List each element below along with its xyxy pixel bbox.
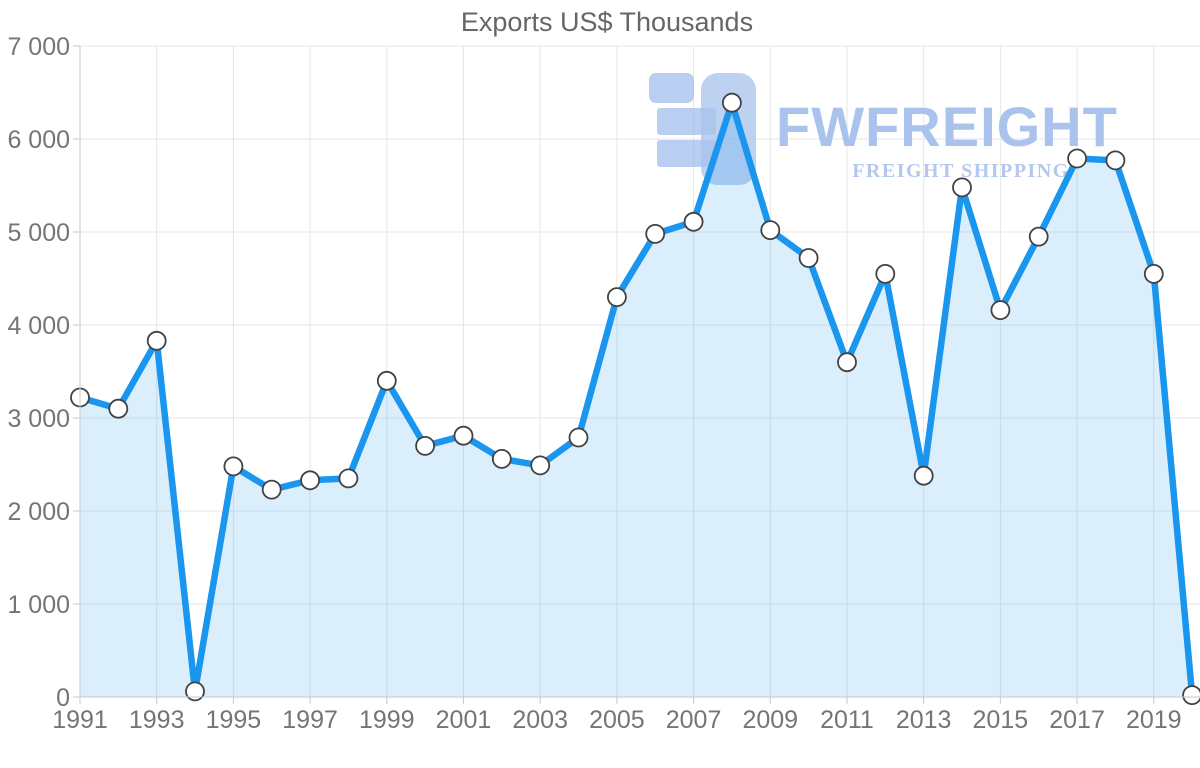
data-point-1998[interactable]	[338, 468, 359, 489]
data-point-2014[interactable]	[952, 177, 972, 198]
axes-layer	[73, 45, 1200, 704]
x-tick-label-2015: 2015	[973, 706, 1029, 734]
x-tick-label-2011: 2011	[820, 706, 874, 734]
data-point-2010[interactable]	[798, 248, 819, 268]
data-point-2018[interactable]	[1105, 150, 1126, 171]
data-point-2005[interactable]	[607, 287, 627, 308]
data-point-2004[interactable]	[568, 427, 589, 448]
y-tick-label-4000: 4 000	[7, 312, 70, 340]
data-point-2020[interactable]	[1182, 685, 1200, 705]
data-point-2011[interactable]	[837, 352, 857, 373]
data-point-1992[interactable]	[108, 398, 129, 419]
y-tick-label-1000: 1 000	[7, 591, 70, 619]
y-tick-label-2000: 2 000	[7, 498, 70, 526]
x-tick-label-2007: 2007	[666, 706, 722, 734]
data-point-2001[interactable]	[453, 425, 474, 446]
data-point-2002[interactable]	[491, 448, 512, 469]
data-point-1994[interactable]	[185, 681, 205, 702]
x-tick-label-1995: 1995	[206, 706, 262, 734]
data-point-2017[interactable]	[1067, 148, 1087, 169]
area-fill	[80, 102, 1193, 697]
data-point-2013[interactable]	[913, 465, 934, 486]
watermark-tagline-text: FREIGHT SHIPPING	[852, 160, 1070, 182]
data-point-2006[interactable]	[645, 223, 666, 244]
data-point-2007[interactable]	[683, 211, 704, 232]
x-tick-label-2005: 2005	[589, 706, 645, 734]
data-point-2003[interactable]	[530, 455, 551, 476]
x-tick-label-2001: 2001	[436, 706, 492, 734]
data-point-2000[interactable]	[415, 435, 436, 456]
y-tick-label-5000: 5 000	[7, 219, 70, 247]
data-point-2016[interactable]	[1028, 226, 1049, 247]
chart-title: Exports US$ Thousands	[461, 7, 753, 37]
data-point-1996[interactable]	[261, 479, 282, 500]
data-point-2015[interactable]	[990, 300, 1011, 321]
x-tick-label-1999: 1999	[359, 706, 415, 734]
data-point-2012[interactable]	[875, 263, 896, 284]
data-point-1993[interactable]	[146, 330, 167, 351]
data-point-2009[interactable]	[760, 220, 781, 241]
data-point-2008[interactable]	[722, 92, 742, 113]
x-tick-label-1997: 1997	[282, 706, 338, 734]
data-point-1997[interactable]	[300, 470, 321, 491]
x-tick-label-2019: 2019	[1126, 706, 1182, 734]
series-layer	[70, 92, 1200, 705]
x-tick-label-2003: 2003	[512, 706, 568, 734]
y-tick-label-0: 0	[56, 684, 70, 712]
watermark-brand-text: FWFREIGHT	[776, 95, 1118, 158]
x-tick-label-1991: 1991	[52, 706, 108, 734]
y-tick-label-7000: 7 000	[7, 33, 70, 61]
data-point-2019[interactable]	[1143, 263, 1164, 284]
x-tick-label-2013: 2013	[896, 706, 952, 734]
tick-labels-layer: 0 1 000 2 000 3 000 4 000 5 000 6 000 7 000 1991…	[7, 33, 1181, 734]
data-point-1995[interactable]	[223, 456, 244, 477]
data-point-1999[interactable]	[376, 370, 397, 391]
x-tick-label-2017: 2017	[1049, 706, 1105, 734]
x-tick-label-2009: 2009	[742, 706, 798, 734]
x-tick-label-1993: 1993	[129, 706, 185, 734]
y-tick-label-6000: 6 000	[7, 126, 70, 154]
y-tick-label-3000: 3 000	[7, 405, 70, 433]
